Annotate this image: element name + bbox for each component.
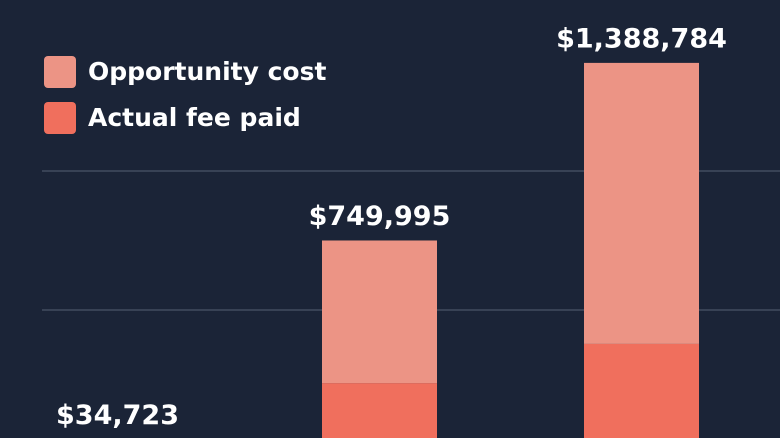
- legend-label: Opportunity cost: [88, 57, 326, 86]
- total-label: $1,388,784: [556, 23, 727, 54]
- total-label: $749,995: [309, 201, 451, 232]
- bar-segment: [584, 62, 699, 344]
- bar-segment: [322, 240, 437, 384]
- bar-segment: [584, 343, 699, 438]
- legend-swatch: [44, 56, 76, 88]
- legend-swatch: [44, 102, 76, 134]
- legend-label: Actual fee paid: [88, 103, 301, 132]
- total-label: $34,723: [56, 400, 179, 431]
- bar-segment: [322, 383, 437, 438]
